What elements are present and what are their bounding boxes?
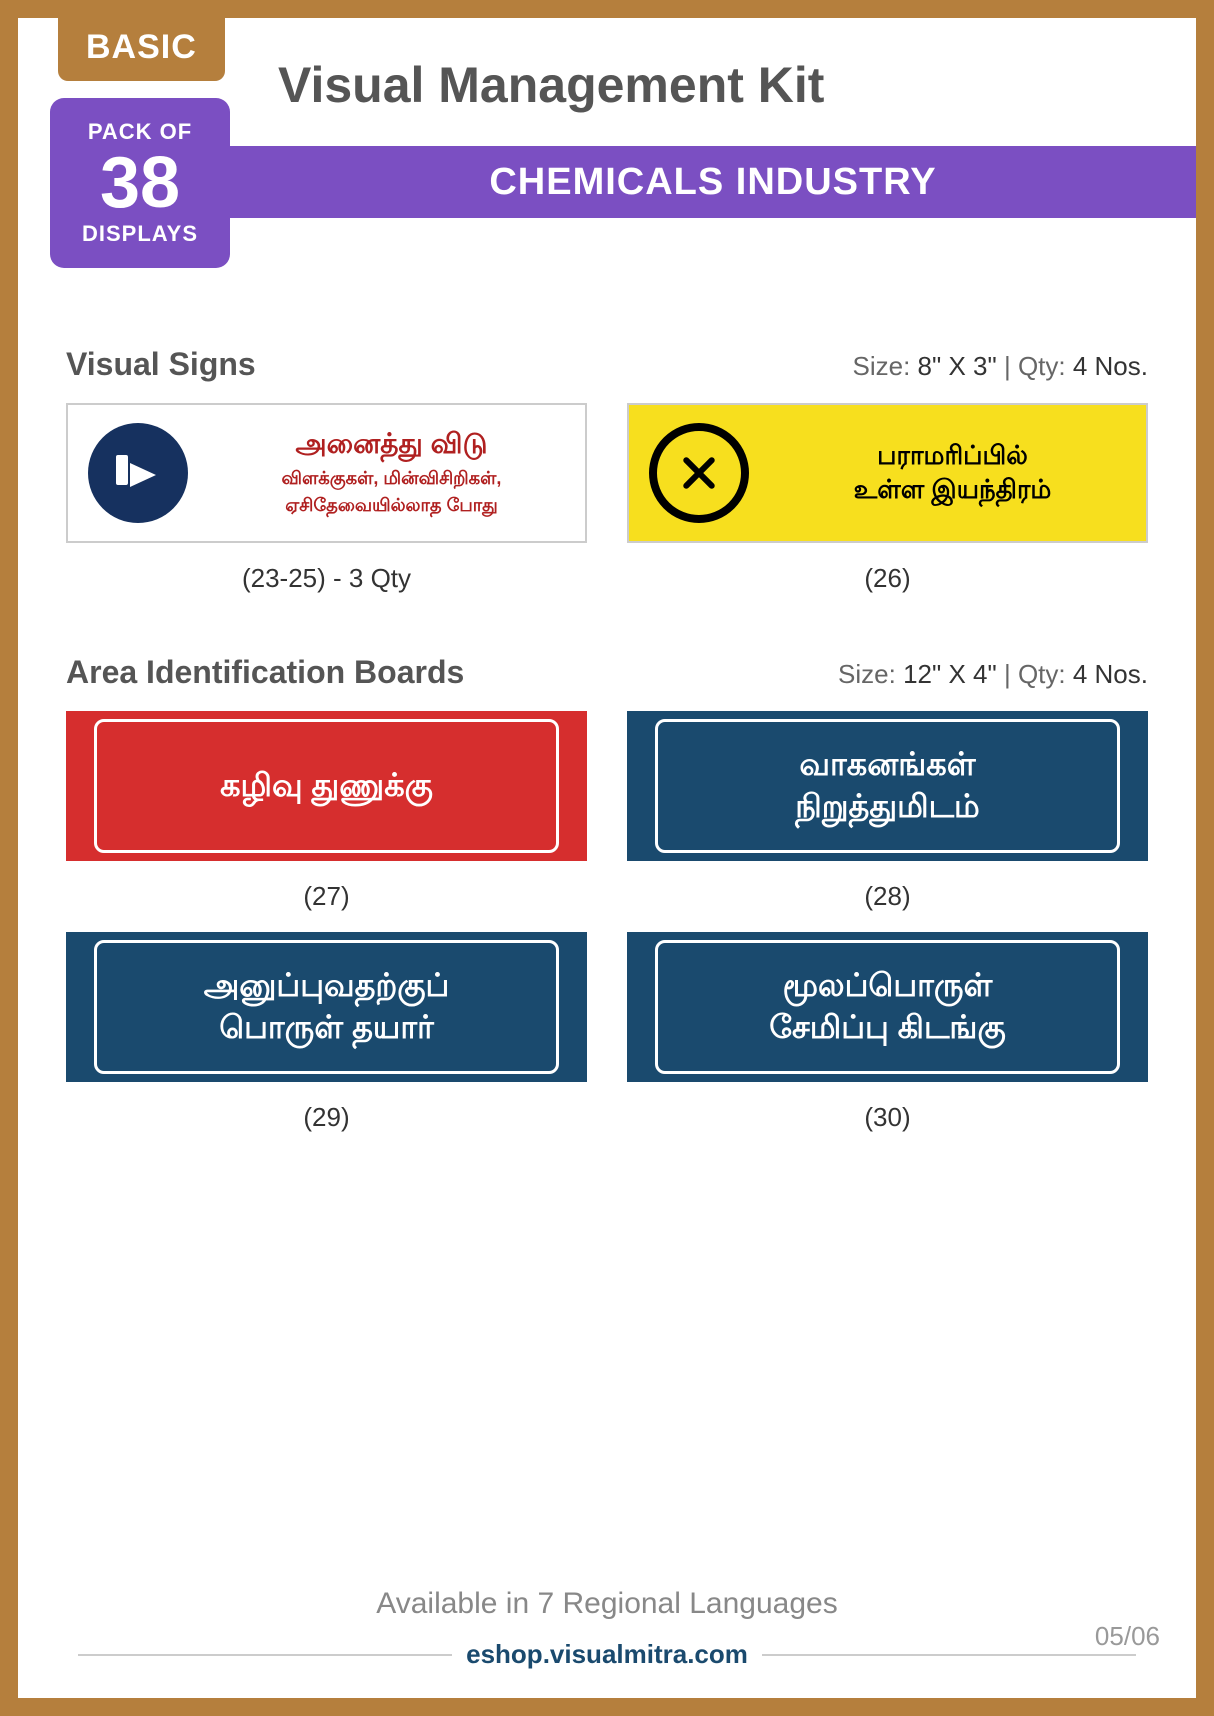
industry-bar: CHEMICALS INDUSTRY	[230, 146, 1196, 218]
maintenance-icon	[649, 423, 749, 523]
sign-1-cell: அனைத்து விடு விளக்குகள், மின்விசிறிகள், …	[66, 403, 587, 594]
board-3-cell: அனுப்புவதற்குப் பொருள் தயார் (29)	[66, 932, 587, 1133]
pack-count: 38	[100, 147, 180, 219]
qty-label2: Qty:	[1018, 659, 1066, 689]
availability-text: Available in 7 Regional Languages	[18, 1587, 1196, 1621]
section1-meta: Size: 8" X 3" | Qty: 4 Nos.	[853, 351, 1149, 382]
board-4-line2: சேமிப்பு கிடங்கு	[769, 1009, 1005, 1045]
qty-value: 4 Nos.	[1073, 351, 1148, 381]
sign-2: பராமரிப்பில் உள்ள இயந்திரம்	[627, 403, 1148, 543]
board-3-line1: அனுப்புவதற்குப்	[204, 967, 450, 1003]
pack-of-label: PACK OF	[88, 119, 192, 145]
board-2-caption: (28)	[627, 881, 1148, 912]
page-number: 05/06	[1095, 1621, 1160, 1652]
size-value2: 12" X 4"	[903, 659, 997, 689]
sign-2-text: பராமரிப்பில் உள்ள இயந்திரம்	[769, 439, 1146, 507]
sign-1-line1: அனைத்து விடு	[208, 428, 575, 464]
section2-meta: Size: 12" X 4" | Qty: 4 Nos.	[838, 659, 1148, 690]
sign-2-line2: உள்ள இயந்திரம்	[769, 473, 1136, 507]
boards-grid: கழிவு துணுக்கு (27) வாகனங்கள் நிறுத்துமி…	[66, 711, 1148, 1133]
size-value: 8" X 3"	[918, 351, 997, 381]
section1-title: Visual Signs	[66, 346, 256, 383]
board-4-caption: (30)	[627, 1102, 1148, 1133]
board-1-text: கழிவு துணுக்கு	[220, 765, 433, 807]
content: Visual Signs Size: 8" X 3" | Qty: 4 Nos.	[18, 278, 1196, 1133]
switch-off-icon	[88, 423, 188, 523]
sign-1-line3: ஏசிதேவையில்லாத போது	[208, 495, 575, 518]
qty-label: Qty:	[1018, 351, 1066, 381]
url-row: eshop.visualmitra.com	[18, 1639, 1196, 1670]
page: BASIC PACK OF 38 DISPLAYS Visual Managem…	[0, 0, 1214, 1716]
sign-2-caption: (26)	[627, 563, 1148, 594]
board-2-text: வாகனங்கள் நிறுத்துமிடம்	[795, 744, 980, 827]
board-4-line1: மூலப்பொருள்	[783, 967, 993, 1003]
sign-1-caption: (23-25) - 3 Qty	[66, 563, 587, 594]
board-2: வாகனங்கள் நிறுத்துமிடம்	[627, 711, 1148, 861]
sep2: |	[1004, 659, 1018, 689]
board-2-cell: வாகனங்கள் நிறுத்துமிடம் (28)	[627, 711, 1148, 912]
sign-1: அனைத்து விடு விளக்குகள், மின்விசிறிகள், …	[66, 403, 587, 543]
size-label: Size:	[853, 351, 911, 381]
board-3: அனுப்புவதற்குப் பொருள் தயார்	[66, 932, 587, 1082]
website-url: eshop.visualmitra.com	[466, 1639, 748, 1670]
pack-box: PACK OF 38 DISPLAYS	[50, 98, 230, 268]
sign-2-line1: பராமரிப்பில்	[769, 439, 1136, 473]
header: BASIC PACK OF 38 DISPLAYS Visual Managem…	[18, 18, 1196, 278]
footer: Available in 7 Regional Languages eshop.…	[18, 1587, 1196, 1670]
qty-value2: 4 Nos.	[1073, 659, 1148, 689]
board-2-inner: வாகனங்கள் நிறுத்துமிடம்	[655, 719, 1120, 853]
board-1-inner: கழிவு துணுக்கு	[94, 719, 559, 853]
section1-header: Visual Signs Size: 8" X 3" | Qty: 4 Nos.	[66, 346, 1148, 383]
board-4-cell: மூலப்பொருள் சேமிப்பு கிடங்கு (30)	[627, 932, 1148, 1133]
board-3-inner: அனுப்புவதற்குப் பொருள் தயார்	[94, 940, 559, 1074]
signs-grid: அனைத்து விடு விளக்குகள், மின்விசிறிகள், …	[66, 403, 1148, 594]
board-3-text: அனுப்புவதற்குப் பொருள் தயார்	[204, 965, 450, 1048]
board-4-text: மூலப்பொருள் சேமிப்பு கிடங்கு	[769, 965, 1005, 1048]
board-1: கழிவு துணுக்கு	[66, 711, 587, 861]
sep: |	[1004, 351, 1018, 381]
board-2-line2: நிறுத்துமிடம்	[795, 788, 980, 824]
board-4-inner: மூலப்பொருள் சேமிப்பு கிடங்கு	[655, 940, 1120, 1074]
main-title: Visual Management Kit	[278, 56, 824, 114]
displays-label: DISPLAYS	[82, 221, 198, 247]
board-3-line2: பொருள் தயார்	[219, 1009, 434, 1045]
board-2-line1: வாகனங்கள்	[799, 746, 975, 782]
sign-2-cell: பராமரிப்பில் உள்ள இயந்திரம் (26)	[627, 403, 1148, 594]
board-4: மூலப்பொருள் சேமிப்பு கிடங்கு	[627, 932, 1148, 1082]
size-label2: Size:	[838, 659, 896, 689]
section2-title: Area Identification Boards	[66, 654, 464, 691]
sign-1-text: அனைத்து விடு விளக்குகள், மின்விசிறிகள், …	[208, 428, 585, 518]
basic-tab: BASIC	[58, 18, 225, 81]
board-3-caption: (29)	[66, 1102, 587, 1133]
board-1-caption: (27)	[66, 881, 587, 912]
sign-1-line2: விளக்குகள், மின்விசிறிகள்,	[208, 468, 575, 491]
divider-right	[762, 1654, 1136, 1656]
section2-header: Area Identification Boards Size: 12" X 4…	[66, 654, 1148, 691]
divider-left	[78, 1654, 452, 1656]
board-1-cell: கழிவு துணுக்கு (27)	[66, 711, 587, 912]
